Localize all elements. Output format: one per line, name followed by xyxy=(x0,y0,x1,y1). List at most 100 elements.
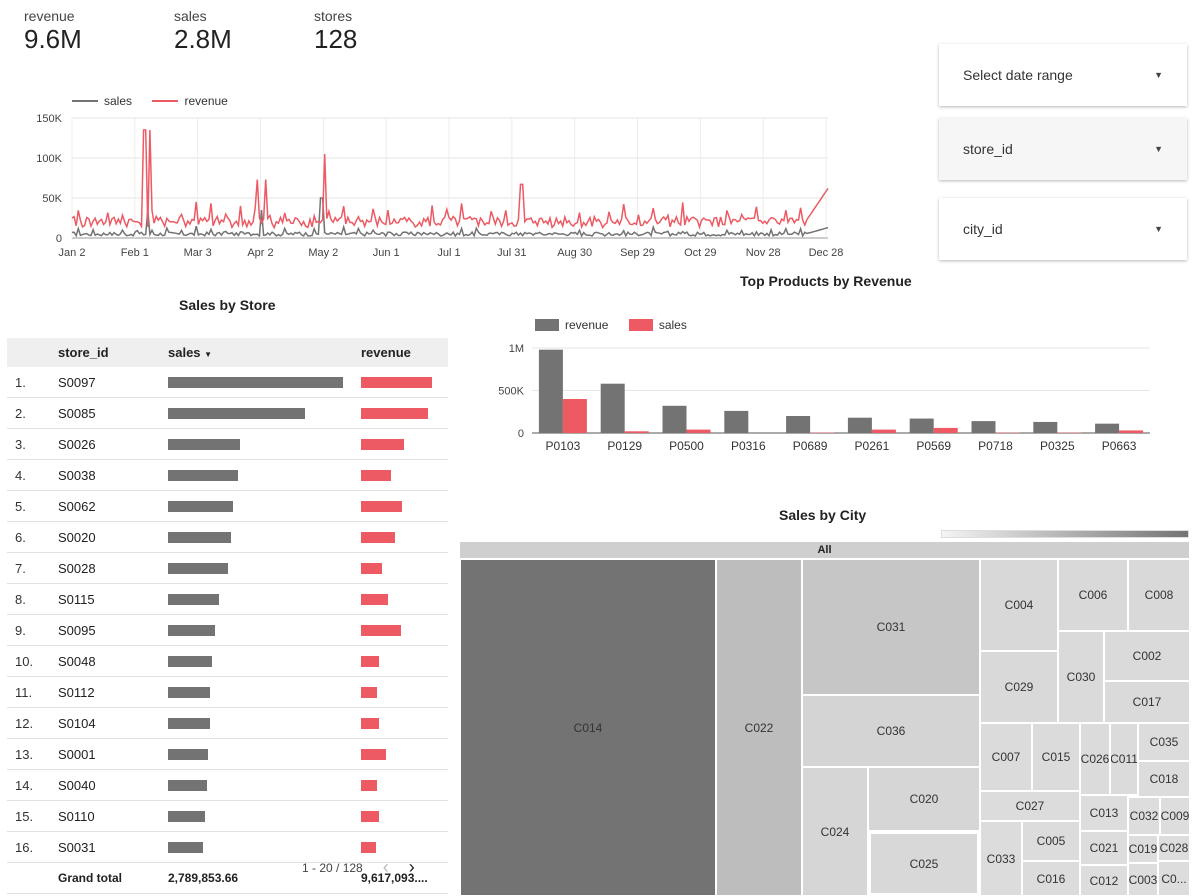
table-row[interactable]: 12. S0104 xyxy=(7,707,448,739)
treemap-cell[interactable]: C018 xyxy=(1138,761,1190,797)
treemap-cell[interactable]: C004 xyxy=(980,559,1058,651)
sales-bar-cell xyxy=(167,614,360,646)
bar-revenue-P0316[interactable] xyxy=(724,410,749,433)
revenue-bar xyxy=(361,469,391,481)
bar-sales-P0129[interactable] xyxy=(624,431,649,433)
treemap-cell[interactable]: C027 xyxy=(980,791,1080,821)
treemap-cell[interactable]: C014 xyxy=(460,559,716,896)
treemap-cell[interactable]: C0... xyxy=(1158,861,1190,896)
revenue-bar-cell xyxy=(360,552,448,584)
table-row[interactable]: 2. S0085 xyxy=(7,397,448,429)
bar-revenue-P0569[interactable] xyxy=(909,418,934,433)
treemap-cell[interactable]: C002 xyxy=(1104,631,1190,681)
table-row[interactable]: 14. S0040 xyxy=(7,769,448,801)
treemap-cell[interactable]: C032 xyxy=(1128,797,1160,835)
treemap-cell[interactable]: C024 xyxy=(802,767,868,896)
treemap-cell[interactable]: C007 xyxy=(980,723,1032,791)
treemap-cell[interactable]: C036 xyxy=(802,695,980,767)
table-row[interactable]: 3. S0026 xyxy=(7,428,448,460)
table-row[interactable]: 4. S0038 xyxy=(7,459,448,491)
treemap-cell[interactable]: C006 xyxy=(1058,559,1128,631)
table-row[interactable]: 1. S0097 xyxy=(7,367,448,398)
treemap-cell[interactable]: C012 xyxy=(1080,865,1128,896)
treemap-cell[interactable]: C035 xyxy=(1138,723,1190,761)
treemap-cell[interactable]: C013 xyxy=(1080,795,1128,831)
row-number: 15. xyxy=(7,800,57,832)
table-row[interactable]: 11. S0112 xyxy=(7,676,448,708)
treemap-cell[interactable]: C005 xyxy=(1022,821,1080,861)
timeseries-chart[interactable]: 150K 100K 50K 0 Jan 2 Feb 1 Mar 3 Apr 2 May 2 Ju… xyxy=(0,108,850,264)
table-row[interactable]: 16. S0031 xyxy=(7,831,448,863)
legend-item-revenue[interactable]: revenue xyxy=(535,318,608,332)
treemap-cell[interactable]: C030 xyxy=(1058,631,1104,723)
sales-bar xyxy=(168,810,205,822)
treemap-cell[interactable]: C022 xyxy=(716,559,802,896)
bar-sales-P0261[interactable] xyxy=(871,429,896,433)
store-id-cell: S0028 xyxy=(57,552,167,584)
treemap-cell[interactable]: C008 xyxy=(1128,559,1190,631)
table-row[interactable]: 9. S0095 xyxy=(7,614,448,646)
bar-revenue-P0261[interactable] xyxy=(847,417,872,433)
column-header-store-id[interactable]: store_id xyxy=(57,338,167,367)
bar-sales-P0103[interactable] xyxy=(562,399,587,433)
store-id-cell: S0026 xyxy=(57,428,167,460)
bar-revenue-P0663[interactable] xyxy=(1095,423,1120,433)
grand-total-sales: 2,789,853.66 xyxy=(167,862,360,894)
kpi-label: revenue xyxy=(24,8,75,24)
chevron-left-icon[interactable]: ‹ xyxy=(382,857,389,877)
bar-revenue-P0718[interactable] xyxy=(971,421,996,433)
table-row[interactable]: 6. S0020 xyxy=(7,521,448,553)
bar-revenue-P0129[interactable] xyxy=(600,383,625,433)
treemap-cell[interactable]: C015 xyxy=(1032,723,1080,791)
sales-bar xyxy=(168,655,212,667)
treemap-cell[interactable]: C025 xyxy=(868,831,980,896)
treemap-cell[interactable]: C020 xyxy=(868,767,980,831)
column-header-sales[interactable]: sales ▼ xyxy=(167,338,360,367)
date-range-filter[interactable]: Select date range ▼ xyxy=(939,44,1187,106)
city-id-filter[interactable]: city_id ▼ xyxy=(939,198,1187,260)
x-tick-label: Apr 2 xyxy=(247,247,273,259)
bar-sales-P0569[interactable] xyxy=(933,427,958,433)
bar-sales-P0663[interactable] xyxy=(1119,430,1144,433)
treemap-cell[interactable]: C021 xyxy=(1080,831,1128,865)
row-number: 9. xyxy=(7,614,57,646)
bar-sales-P0500[interactable] xyxy=(686,429,711,433)
treemap-cell[interactable]: C031 xyxy=(802,559,980,695)
treemap-cell[interactable]: C033 xyxy=(980,821,1022,896)
revenue-bar-cell xyxy=(360,490,448,522)
treemap-cell[interactable]: C011 xyxy=(1110,723,1138,795)
table-row[interactable]: 13. S0001 xyxy=(7,738,448,770)
bar-revenue-P0103[interactable] xyxy=(538,349,563,433)
treemap-cell[interactable]: C026 xyxy=(1080,723,1110,795)
table-row[interactable]: 5. S0062 xyxy=(7,490,448,522)
table-row[interactable]: 15. S0110 xyxy=(7,800,448,832)
chevron-right-icon[interactable]: › xyxy=(408,857,415,877)
treemap-cell[interactable]: C028 xyxy=(1158,835,1190,861)
sales-bar-cell xyxy=(167,769,360,801)
store-id-filter[interactable]: store_id ▼ xyxy=(939,118,1187,180)
table-row[interactable]: 7. S0028 xyxy=(7,552,448,584)
treemap-cell[interactable]: C019 xyxy=(1128,835,1158,863)
table-row[interactable]: 10. S0048 xyxy=(7,645,448,677)
legend-item-sales[interactable]: sales xyxy=(72,94,132,108)
treemap-cell[interactable]: C029 xyxy=(980,651,1058,723)
table-row[interactable]: 8. S0115 xyxy=(7,583,448,615)
treemap-root-header[interactable]: All xyxy=(460,542,1189,558)
bar-revenue-P0689[interactable] xyxy=(786,416,811,433)
store-id-cell: S0062 xyxy=(57,490,167,522)
treemap-cell[interactable]: C017 xyxy=(1104,681,1190,723)
sales-bar xyxy=(168,748,208,760)
column-header-revenue[interactable]: revenue xyxy=(360,338,448,367)
revenue-bar xyxy=(361,686,377,698)
revenue-bar-cell xyxy=(360,459,448,491)
legend-item-revenue[interactable]: revenue xyxy=(152,94,228,108)
treemap-cell[interactable]: C009 xyxy=(1160,797,1190,835)
rownum-header xyxy=(7,338,57,367)
top-products-chart[interactable]: 1M 500K 0 P0103 P0129 P0500 P0316 P0689 P0261 P05… xyxy=(490,338,1160,458)
treemap-cell[interactable]: C016 xyxy=(1022,861,1080,896)
bar-revenue-P0500[interactable] xyxy=(662,405,687,433)
revenue-bar-cell xyxy=(360,428,448,460)
bar-revenue-P0325[interactable] xyxy=(1033,421,1058,433)
legend-item-sales[interactable]: sales xyxy=(628,318,687,332)
treemap-cell[interactable]: C003 xyxy=(1128,863,1158,896)
